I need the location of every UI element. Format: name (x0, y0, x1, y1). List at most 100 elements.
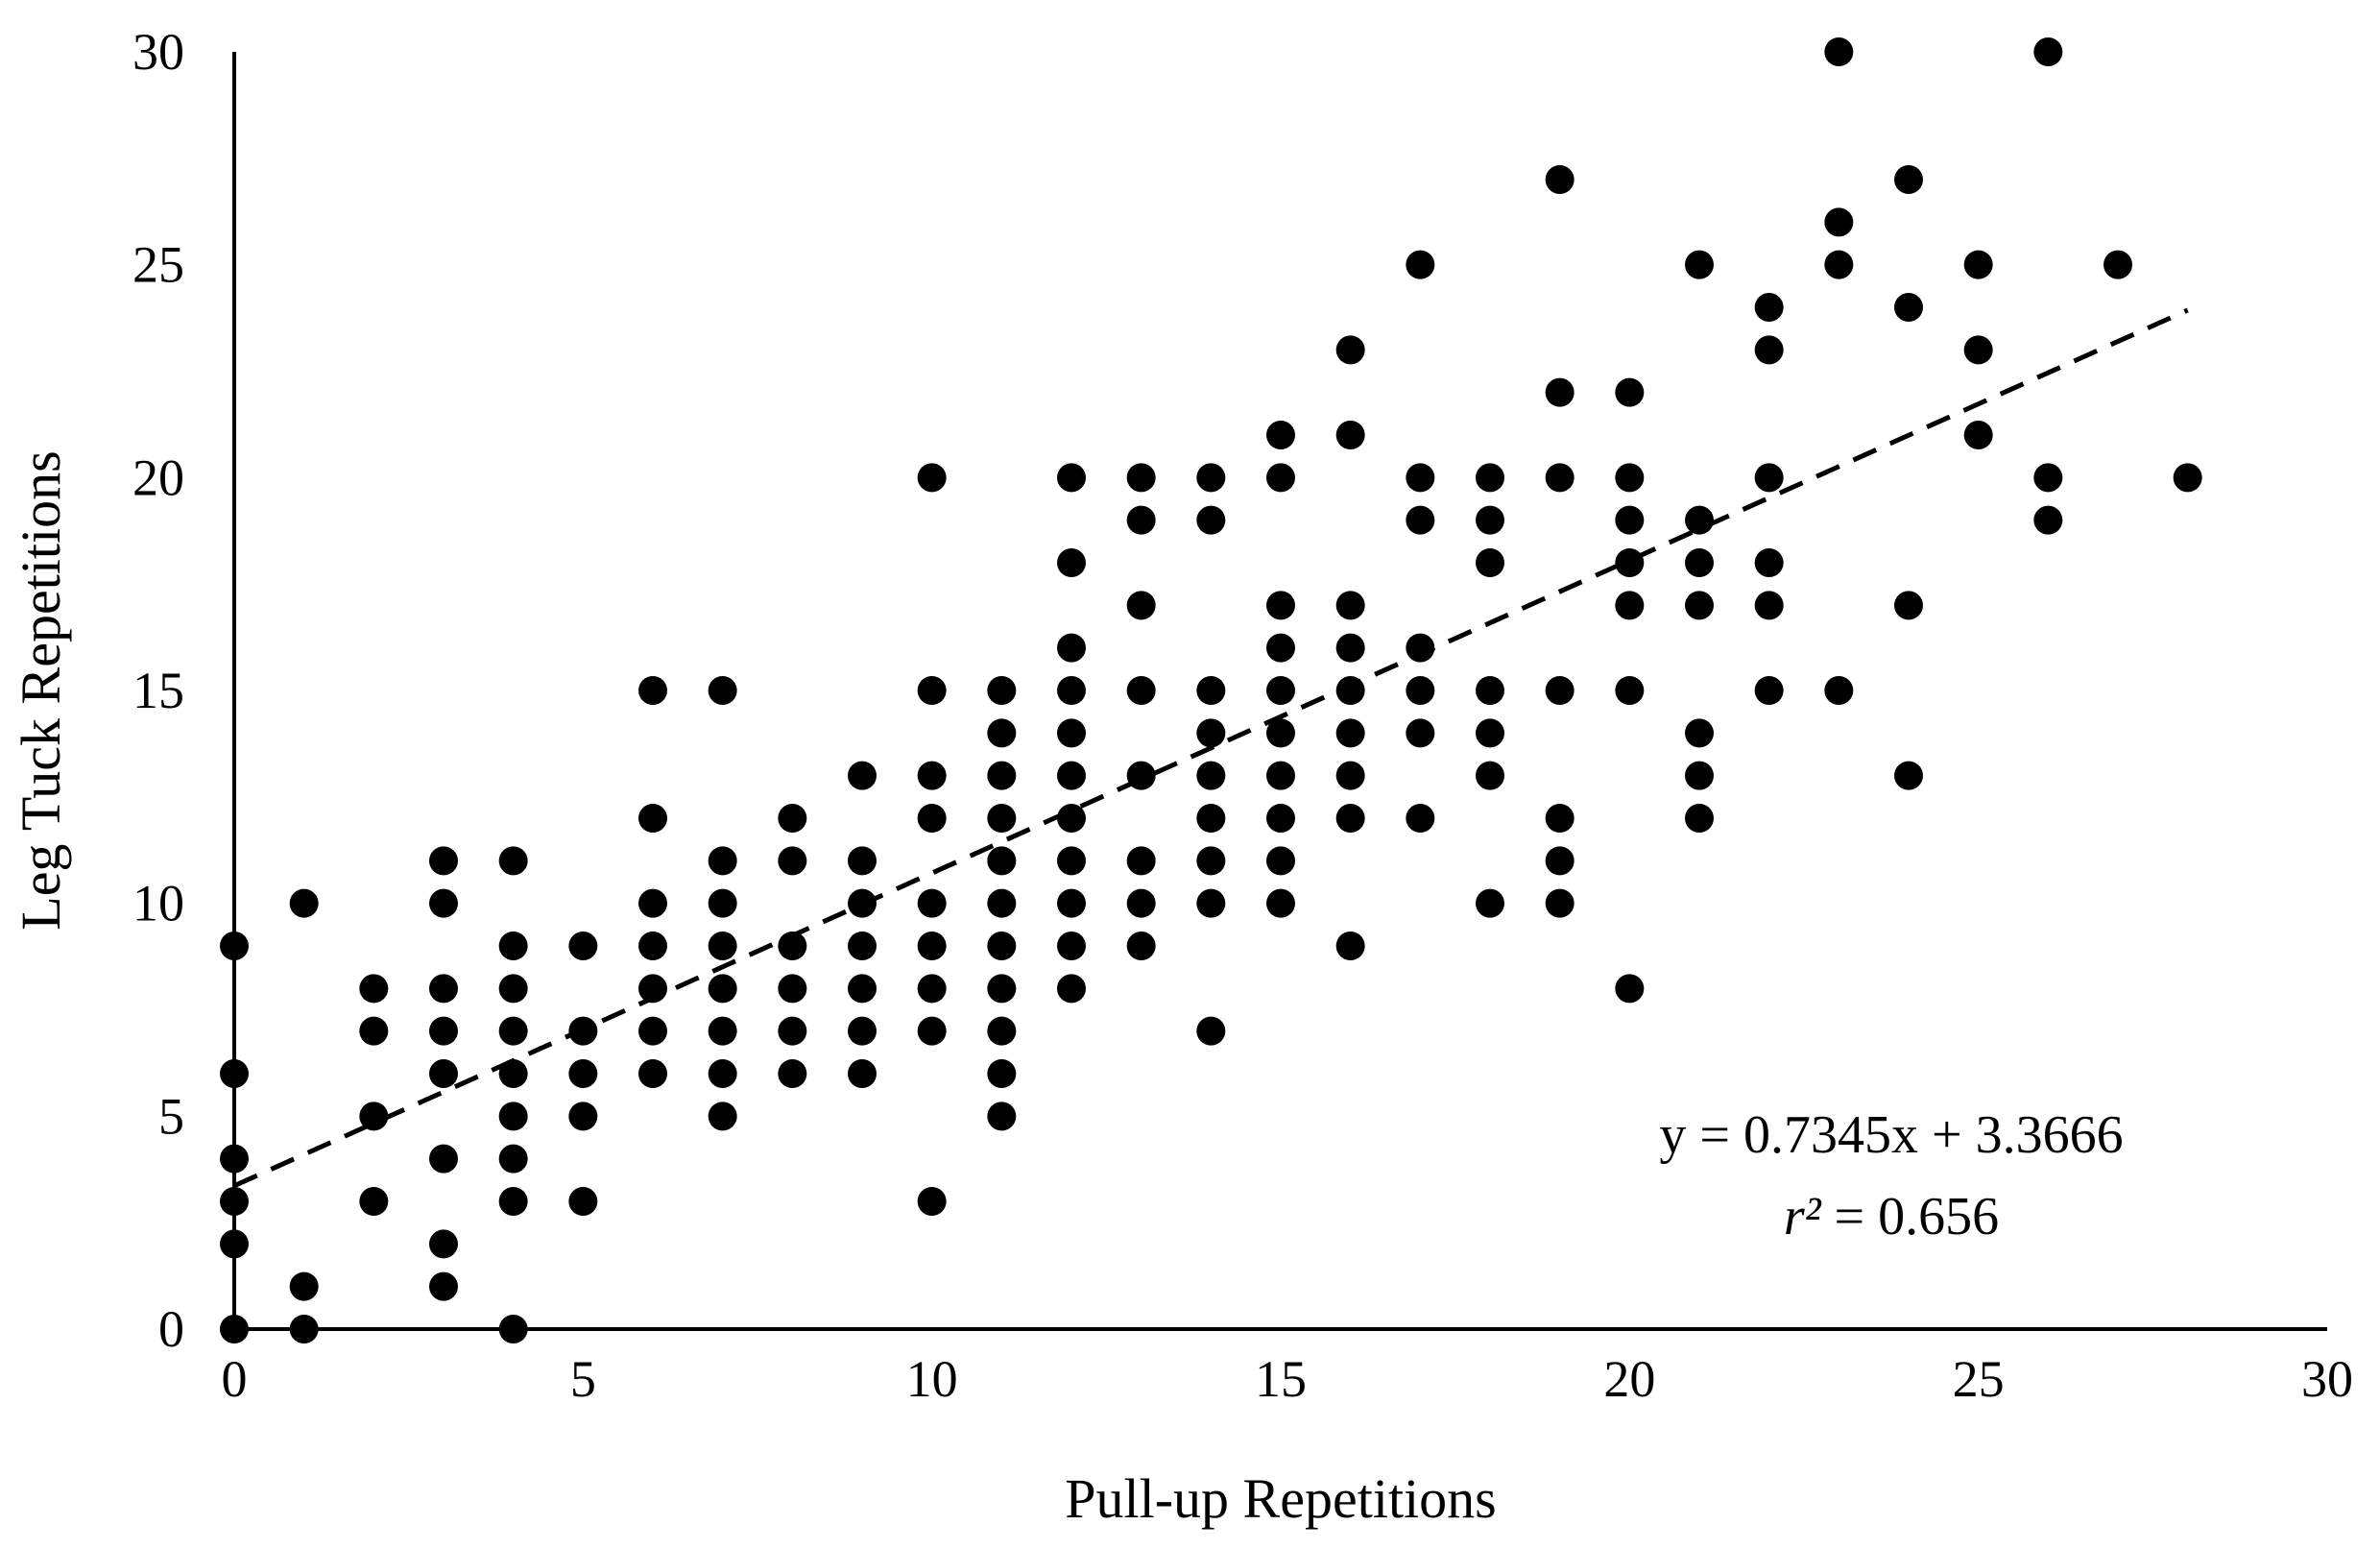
trendline-group (232, 307, 2189, 1189)
data-point (1824, 676, 1854, 705)
data-point (1894, 591, 1923, 620)
data-point (1126, 888, 1156, 918)
data-point (1615, 463, 1645, 493)
data-point (987, 888, 1017, 918)
r-squared-label: r² = 0.656 (1784, 1187, 1999, 1246)
data-point (638, 888, 667, 918)
data-point (848, 1059, 877, 1088)
data-point (429, 846, 458, 876)
data-point (987, 846, 1017, 876)
data-point (1057, 633, 1086, 663)
data-point (638, 932, 667, 960)
data-point (848, 974, 877, 1004)
data-point (1824, 250, 1854, 279)
data-point (917, 804, 947, 833)
data-point (1476, 761, 1504, 790)
data-point (359, 1187, 389, 1216)
data-point (987, 1059, 1017, 1088)
data-point (1685, 548, 1714, 577)
data-point (498, 974, 528, 1004)
data-point (987, 1101, 1017, 1131)
data-point (987, 676, 1017, 705)
data-point (638, 1059, 667, 1088)
data-point (1754, 293, 1784, 322)
data-point (1476, 463, 1504, 493)
data-point (778, 1016, 807, 1046)
data-point (1266, 633, 1295, 663)
data-point (1545, 804, 1575, 833)
data-point (498, 1101, 528, 1131)
data-point (1685, 250, 1714, 279)
data-point (1545, 377, 1575, 407)
data-point (498, 1187, 528, 1216)
data-point (1126, 463, 1156, 493)
data-point (987, 761, 1017, 790)
data-point (1963, 250, 1993, 279)
data-point (1196, 718, 1226, 748)
data-point (498, 932, 528, 960)
data-point (1335, 804, 1365, 833)
data-point (708, 846, 737, 876)
x-axis-title: Pull-up Repetitions (1065, 1467, 1497, 1530)
data-point (1545, 846, 1575, 876)
data-point (1266, 463, 1295, 493)
x-tick-label: 0 (222, 1350, 248, 1408)
data-point (1057, 463, 1086, 493)
data-point (1196, 804, 1226, 833)
data-point (1963, 335, 1993, 365)
data-point (1754, 463, 1784, 493)
data-point (917, 1187, 947, 1216)
data-point (1545, 888, 1575, 918)
x-tick-label: 15 (1255, 1350, 1307, 1408)
data-point (1406, 718, 1435, 748)
data-point (498, 1016, 528, 1046)
data-point (1196, 1016, 1226, 1046)
y-tick-label: 10 (132, 875, 184, 932)
data-point (1476, 505, 1504, 535)
data-point (359, 1016, 389, 1046)
data-point (1894, 761, 1923, 790)
data-point (848, 846, 877, 876)
data-point (1057, 718, 1086, 748)
data-point (2104, 250, 2132, 279)
data-point (1126, 505, 1156, 535)
data-point (778, 1059, 807, 1088)
data-point (1545, 676, 1575, 705)
data-point (1615, 591, 1645, 620)
data-point (1126, 846, 1156, 876)
data-point (987, 804, 1017, 833)
data-point (917, 932, 947, 960)
x-tick-label: 30 (2301, 1350, 2353, 1408)
data-point (987, 974, 1017, 1004)
data-point (638, 676, 667, 705)
data-point (1126, 591, 1156, 620)
data-point (1335, 718, 1365, 748)
data-point (1685, 804, 1714, 833)
x-tick-label: 25 (1953, 1350, 2005, 1408)
data-point (1894, 293, 1923, 322)
data-point (568, 1101, 598, 1131)
data-point (289, 1271, 319, 1301)
data-point (987, 1016, 1017, 1046)
r-squared-value: = 0.656 (1821, 1187, 2000, 1246)
data-point (987, 718, 1017, 748)
data-point (1406, 676, 1435, 705)
data-point (848, 932, 877, 960)
data-point (778, 974, 807, 1004)
data-point (1824, 207, 1854, 237)
data-point (1406, 804, 1435, 833)
data-point (1335, 335, 1365, 365)
y-tick-label: 0 (158, 1300, 184, 1358)
data-point (1266, 804, 1295, 833)
data-point (1057, 548, 1086, 577)
data-point (1476, 718, 1504, 748)
data-point (359, 1101, 389, 1131)
data-points (220, 37, 2202, 1343)
data-point (2033, 463, 2063, 493)
x-tick-labels: 0 5 10 15 20 25 30 (222, 1350, 2354, 1408)
data-point (2033, 37, 2063, 66)
data-point (1476, 888, 1504, 918)
data-point (498, 846, 528, 876)
